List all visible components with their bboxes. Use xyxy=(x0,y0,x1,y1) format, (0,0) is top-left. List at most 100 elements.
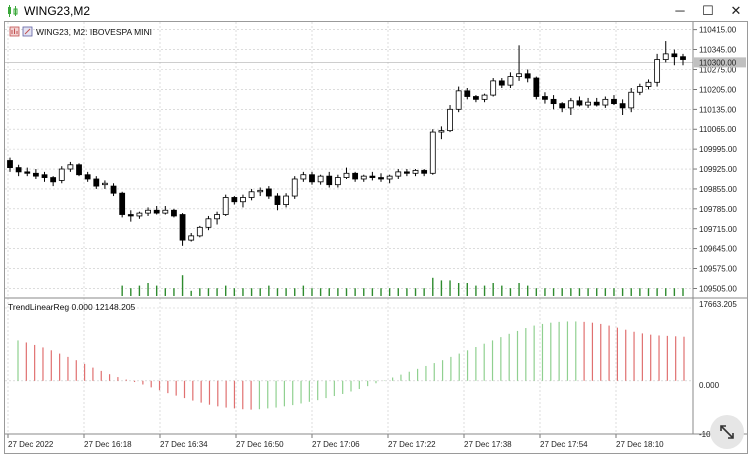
bull-candle xyxy=(205,218,212,228)
bear-candle xyxy=(15,167,22,173)
bull-candle xyxy=(317,175,324,183)
bear-candle xyxy=(550,98,557,105)
price-tick-label: 110275.00 xyxy=(699,66,737,75)
bear-candle xyxy=(403,171,410,174)
time-tick-label: 27 Dec 17:38 xyxy=(464,440,512,449)
bull-candle xyxy=(645,81,652,87)
bull-candle xyxy=(628,91,635,109)
bear-candle xyxy=(369,175,376,178)
chart-header: WING23, M2: IBOVESPA MINI xyxy=(9,26,152,37)
bull-candle xyxy=(257,189,264,193)
price-tick-label: 109575.00 xyxy=(699,265,737,274)
time-tick-label: 27 Dec 2022 xyxy=(8,440,54,449)
resize-arrows-icon xyxy=(720,425,734,439)
bear-candle xyxy=(24,171,31,174)
bid-price-box xyxy=(694,57,746,68)
time-tick-label: 27 Dec 16:18 xyxy=(84,440,132,449)
bear-candle xyxy=(559,103,566,109)
bull-candle xyxy=(455,90,462,110)
bull-candle xyxy=(343,172,350,178)
price-tick-label: 110415.00 xyxy=(699,26,737,35)
bear-candle xyxy=(309,174,315,183)
one-click-trading-icon[interactable] xyxy=(22,26,33,37)
bull-candle xyxy=(162,209,169,214)
bull-candle xyxy=(136,212,143,217)
bull-candle xyxy=(240,197,246,203)
window-title-bar: WING23,M2 ─ ☐ ✕ xyxy=(0,0,750,22)
indicator-axis-top: 17663.205 xyxy=(699,300,737,309)
volume-bars xyxy=(121,275,684,296)
bull-candle xyxy=(602,98,609,106)
bull-candle xyxy=(283,195,290,205)
price-tick-label: 109715.00 xyxy=(699,225,737,234)
bear-candle xyxy=(93,178,100,187)
bear-candle xyxy=(533,77,540,97)
bear-candle xyxy=(326,175,333,186)
bull-candle xyxy=(102,182,108,186)
bear-candle xyxy=(611,98,617,105)
time-tick-label: 27 Dec 17:22 xyxy=(388,440,436,449)
bear-candle xyxy=(680,56,686,60)
bear-candle xyxy=(498,80,505,86)
bull-candle xyxy=(412,170,419,174)
bull-candle xyxy=(585,101,591,106)
bull-candle xyxy=(188,235,195,241)
bear-candle xyxy=(76,164,82,176)
bull-candle xyxy=(490,80,497,96)
bull-candle xyxy=(196,226,203,237)
bull-candle xyxy=(567,100,574,109)
bull-candle xyxy=(447,108,453,132)
bear-candle xyxy=(179,214,186,241)
price-tick-label: 109785.00 xyxy=(699,205,737,214)
price-tick-label: 109925.00 xyxy=(699,165,737,174)
price-tick-label: 110135.00 xyxy=(699,105,737,114)
bull-candle xyxy=(214,214,220,220)
bear-candle xyxy=(171,209,177,217)
time-tick-label: 27 Dec 17:54 xyxy=(540,440,588,449)
bull-candle xyxy=(438,130,445,133)
price-tick-label: 109505.00 xyxy=(699,284,737,293)
indicator-histogram xyxy=(17,321,685,410)
close-button[interactable]: ✕ xyxy=(730,3,742,18)
bull-candle xyxy=(248,191,255,198)
bull-candle xyxy=(429,131,436,174)
price-tick-label: 109645.00 xyxy=(699,245,737,254)
resize-grip[interactable] xyxy=(710,415,744,449)
bull-candle xyxy=(481,94,488,100)
bear-candle xyxy=(84,174,91,180)
bear-candle xyxy=(352,172,359,180)
chart-axes: 110415.00 110345.00 110275.00 110205.00 1101… xyxy=(7,26,746,449)
bull-candle xyxy=(300,174,307,180)
minimize-button[interactable]: ─ xyxy=(675,3,685,18)
time-tick-label: 27 Dec 16:50 xyxy=(236,440,284,449)
bull-candle xyxy=(334,177,341,186)
bear-candle xyxy=(110,185,117,194)
bear-candle xyxy=(464,90,471,97)
bear-candle xyxy=(378,177,384,180)
chart-window-frame: 110415.00 110345.00 110275.00 110205.00 1101… xyxy=(4,21,748,454)
indicator-label: TrendLinearReg 0.000 12148.205 xyxy=(8,302,136,312)
bear-candle xyxy=(231,197,238,203)
indicator-axis-bottom: -10 xyxy=(699,430,711,439)
bear-candle xyxy=(671,53,678,58)
bar-chart-icon[interactable] xyxy=(9,26,20,37)
price-chart[interactable]: 110415.00 110345.00 110275.00 110205.00 1101… xyxy=(5,22,747,453)
bear-candle xyxy=(576,100,583,106)
bear-candle xyxy=(41,174,48,178)
bear-candle xyxy=(619,103,626,109)
bear-candle xyxy=(421,170,428,174)
bull-candle xyxy=(516,73,522,78)
time-tick-label: 27 Dec 17:06 xyxy=(312,440,360,449)
bear-candle xyxy=(593,101,600,106)
bull-candle xyxy=(395,171,402,177)
bull-candle xyxy=(222,197,229,215)
bear-candle xyxy=(153,209,160,214)
bull-candle xyxy=(145,209,151,214)
bear-candle xyxy=(524,73,531,79)
maximize-button[interactable]: ☐ xyxy=(702,3,714,18)
bull-candle xyxy=(291,178,298,197)
bull-candle xyxy=(360,175,367,180)
candlesticks xyxy=(7,41,686,246)
price-tick-label: 110065.00 xyxy=(699,125,737,134)
bull-candle xyxy=(654,59,661,83)
